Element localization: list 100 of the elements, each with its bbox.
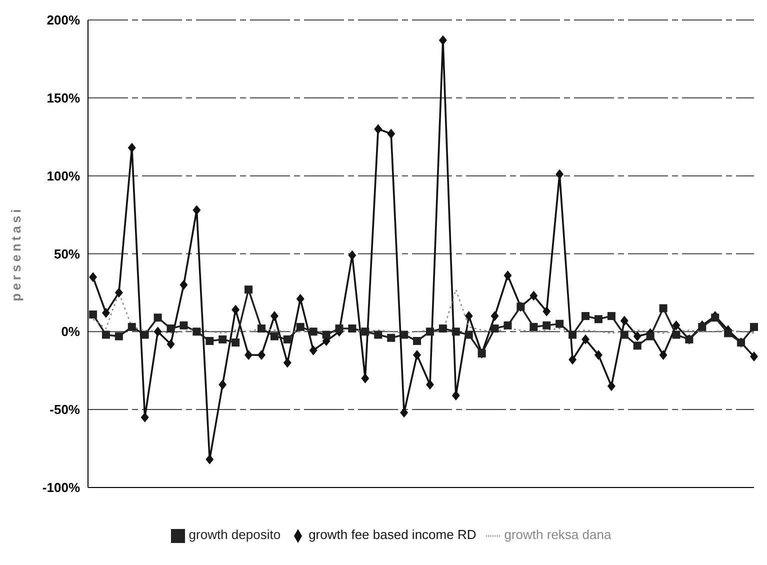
point bbox=[140, 330, 149, 339]
point bbox=[374, 124, 382, 134]
point bbox=[283, 358, 292, 368]
point bbox=[438, 324, 447, 333]
point bbox=[387, 334, 396, 342]
point bbox=[166, 324, 175, 333]
point bbox=[504, 321, 512, 330]
point bbox=[633, 331, 642, 342]
point bbox=[556, 169, 564, 180]
point bbox=[270, 332, 278, 340]
point bbox=[244, 350, 253, 360]
point bbox=[490, 311, 499, 322]
point bbox=[309, 328, 318, 336]
y-tick-label: 100% bbox=[46, 168, 80, 184]
point bbox=[232, 304, 240, 315]
y-tick-label: 150% bbox=[46, 90, 80, 106]
point bbox=[594, 315, 602, 324]
point bbox=[556, 320, 564, 328]
point bbox=[568, 354, 577, 365]
point bbox=[452, 328, 460, 336]
point bbox=[646, 332, 654, 340]
point bbox=[659, 304, 668, 312]
point bbox=[232, 338, 240, 347]
point bbox=[192, 328, 201, 336]
point bbox=[413, 350, 422, 360]
point bbox=[607, 381, 616, 392]
point bbox=[464, 330, 473, 339]
point bbox=[128, 142, 136, 153]
point bbox=[490, 324, 499, 333]
point bbox=[530, 322, 538, 331]
point bbox=[102, 308, 110, 318]
point bbox=[426, 328, 434, 336]
point bbox=[387, 128, 396, 139]
y-tick-label: 0% bbox=[61, 324, 80, 340]
point bbox=[154, 314, 162, 322]
point bbox=[452, 390, 460, 401]
point bbox=[206, 336, 214, 345]
point bbox=[166, 339, 175, 350]
point bbox=[89, 310, 97, 318]
point bbox=[257, 350, 266, 360]
point bbox=[270, 311, 278, 322]
point bbox=[114, 332, 123, 340]
point bbox=[582, 334, 590, 344]
point bbox=[672, 330, 680, 339]
y-axis-title: persentasi bbox=[8, 206, 24, 302]
point bbox=[296, 322, 304, 331]
point bbox=[504, 270, 512, 281]
point bbox=[724, 329, 732, 338]
point bbox=[582, 312, 590, 320]
point bbox=[750, 322, 758, 331]
point bbox=[400, 408, 408, 418]
point bbox=[180, 321, 188, 330]
point bbox=[374, 330, 382, 339]
legend-label: growth deposito bbox=[188, 527, 281, 542]
y-tick-label: 200% bbox=[46, 12, 80, 28]
point bbox=[530, 290, 538, 301]
point bbox=[296, 294, 304, 304]
point bbox=[594, 350, 602, 360]
point bbox=[607, 312, 616, 320]
point bbox=[283, 335, 292, 344]
point bbox=[400, 330, 408, 339]
point bbox=[438, 35, 447, 46]
y-tick-label: 50% bbox=[54, 246, 80, 262]
point bbox=[257, 324, 266, 333]
point bbox=[413, 336, 422, 345]
point bbox=[322, 330, 330, 339]
point bbox=[218, 335, 227, 344]
point bbox=[102, 330, 110, 339]
point bbox=[426, 380, 434, 390]
point bbox=[750, 352, 758, 362]
point bbox=[620, 330, 628, 339]
point bbox=[659, 350, 668, 360]
point bbox=[464, 311, 473, 322]
point bbox=[128, 322, 136, 331]
point bbox=[698, 322, 706, 331]
point bbox=[568, 330, 577, 339]
point bbox=[620, 316, 628, 326]
point bbox=[633, 342, 642, 350]
point bbox=[672, 320, 680, 330]
point bbox=[206, 454, 214, 464]
y-tick-label: -50% bbox=[50, 402, 80, 418]
legend-label: growth reksa dana bbox=[504, 527, 612, 542]
point bbox=[348, 324, 356, 333]
point bbox=[114, 288, 123, 298]
point bbox=[154, 326, 162, 337]
point bbox=[542, 306, 551, 316]
point bbox=[180, 280, 188, 290]
point bbox=[309, 345, 318, 356]
point bbox=[218, 380, 227, 390]
point bbox=[244, 286, 253, 294]
point bbox=[335, 324, 344, 333]
point bbox=[542, 321, 551, 330]
point bbox=[361, 373, 370, 384]
point bbox=[89, 272, 97, 282]
point bbox=[711, 314, 720, 322]
point bbox=[348, 250, 356, 260]
legend-label: growth fee based income RD bbox=[308, 527, 476, 542]
y-tick-label: -100% bbox=[42, 480, 80, 496]
point bbox=[192, 205, 201, 216]
point bbox=[361, 328, 370, 336]
